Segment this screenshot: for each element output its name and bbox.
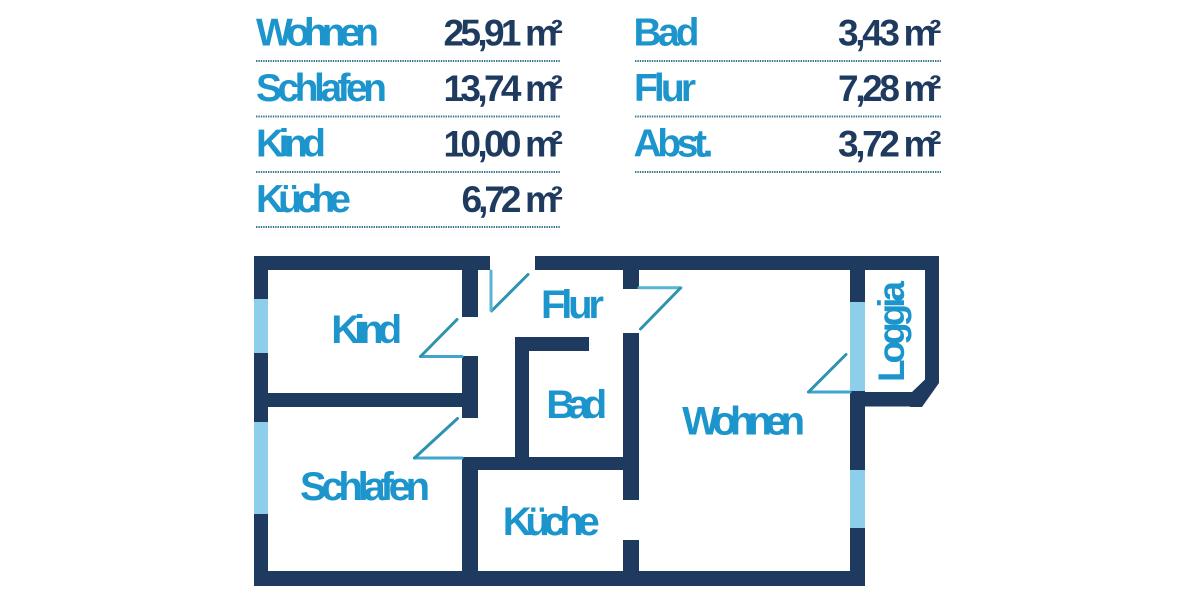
svg-text:6,72: 6,72 [462,179,522,220]
svg-text:3,43: 3,43 [838,13,900,54]
svg-text:m²: m² [525,124,563,165]
svg-text:m²: m² [525,179,563,220]
svg-text:Flur: Flur [634,67,696,110]
svg-text:Bad: Bad [634,12,700,55]
svg-text:m²: m² [904,13,942,54]
svg-text:25,91: 25,91 [444,13,522,54]
svg-text:Bad: Bad [546,383,607,427]
svg-text:m²: m² [525,13,563,54]
svg-text:Wohnen: Wohnen [682,400,805,444]
svg-text:Küche: Küche [503,500,600,544]
svg-text:m²: m² [525,68,563,109]
svg-text:Loggia: Loggia [871,281,912,382]
svg-text:m²: m² [904,68,942,109]
svg-text:Flur: Flur [541,283,604,327]
svg-text:Abst.: Abst. [634,123,714,166]
svg-text:Schlafen: Schlafen [300,465,430,509]
svg-text:3,72: 3,72 [838,124,900,165]
svg-text:7,28: 7,28 [838,68,900,109]
svg-text:m²: m² [904,124,942,165]
svg-text:Wohnen: Wohnen [256,12,379,55]
svg-text:Schlafen: Schlafen [256,67,387,110]
svg-text:Küche: Küche [256,178,351,221]
svg-text:10,00: 10,00 [444,124,522,165]
svg-text:Kind: Kind [256,123,326,166]
svg-text:13,74: 13,74 [444,68,522,109]
svg-text:Kind: Kind [331,308,402,352]
